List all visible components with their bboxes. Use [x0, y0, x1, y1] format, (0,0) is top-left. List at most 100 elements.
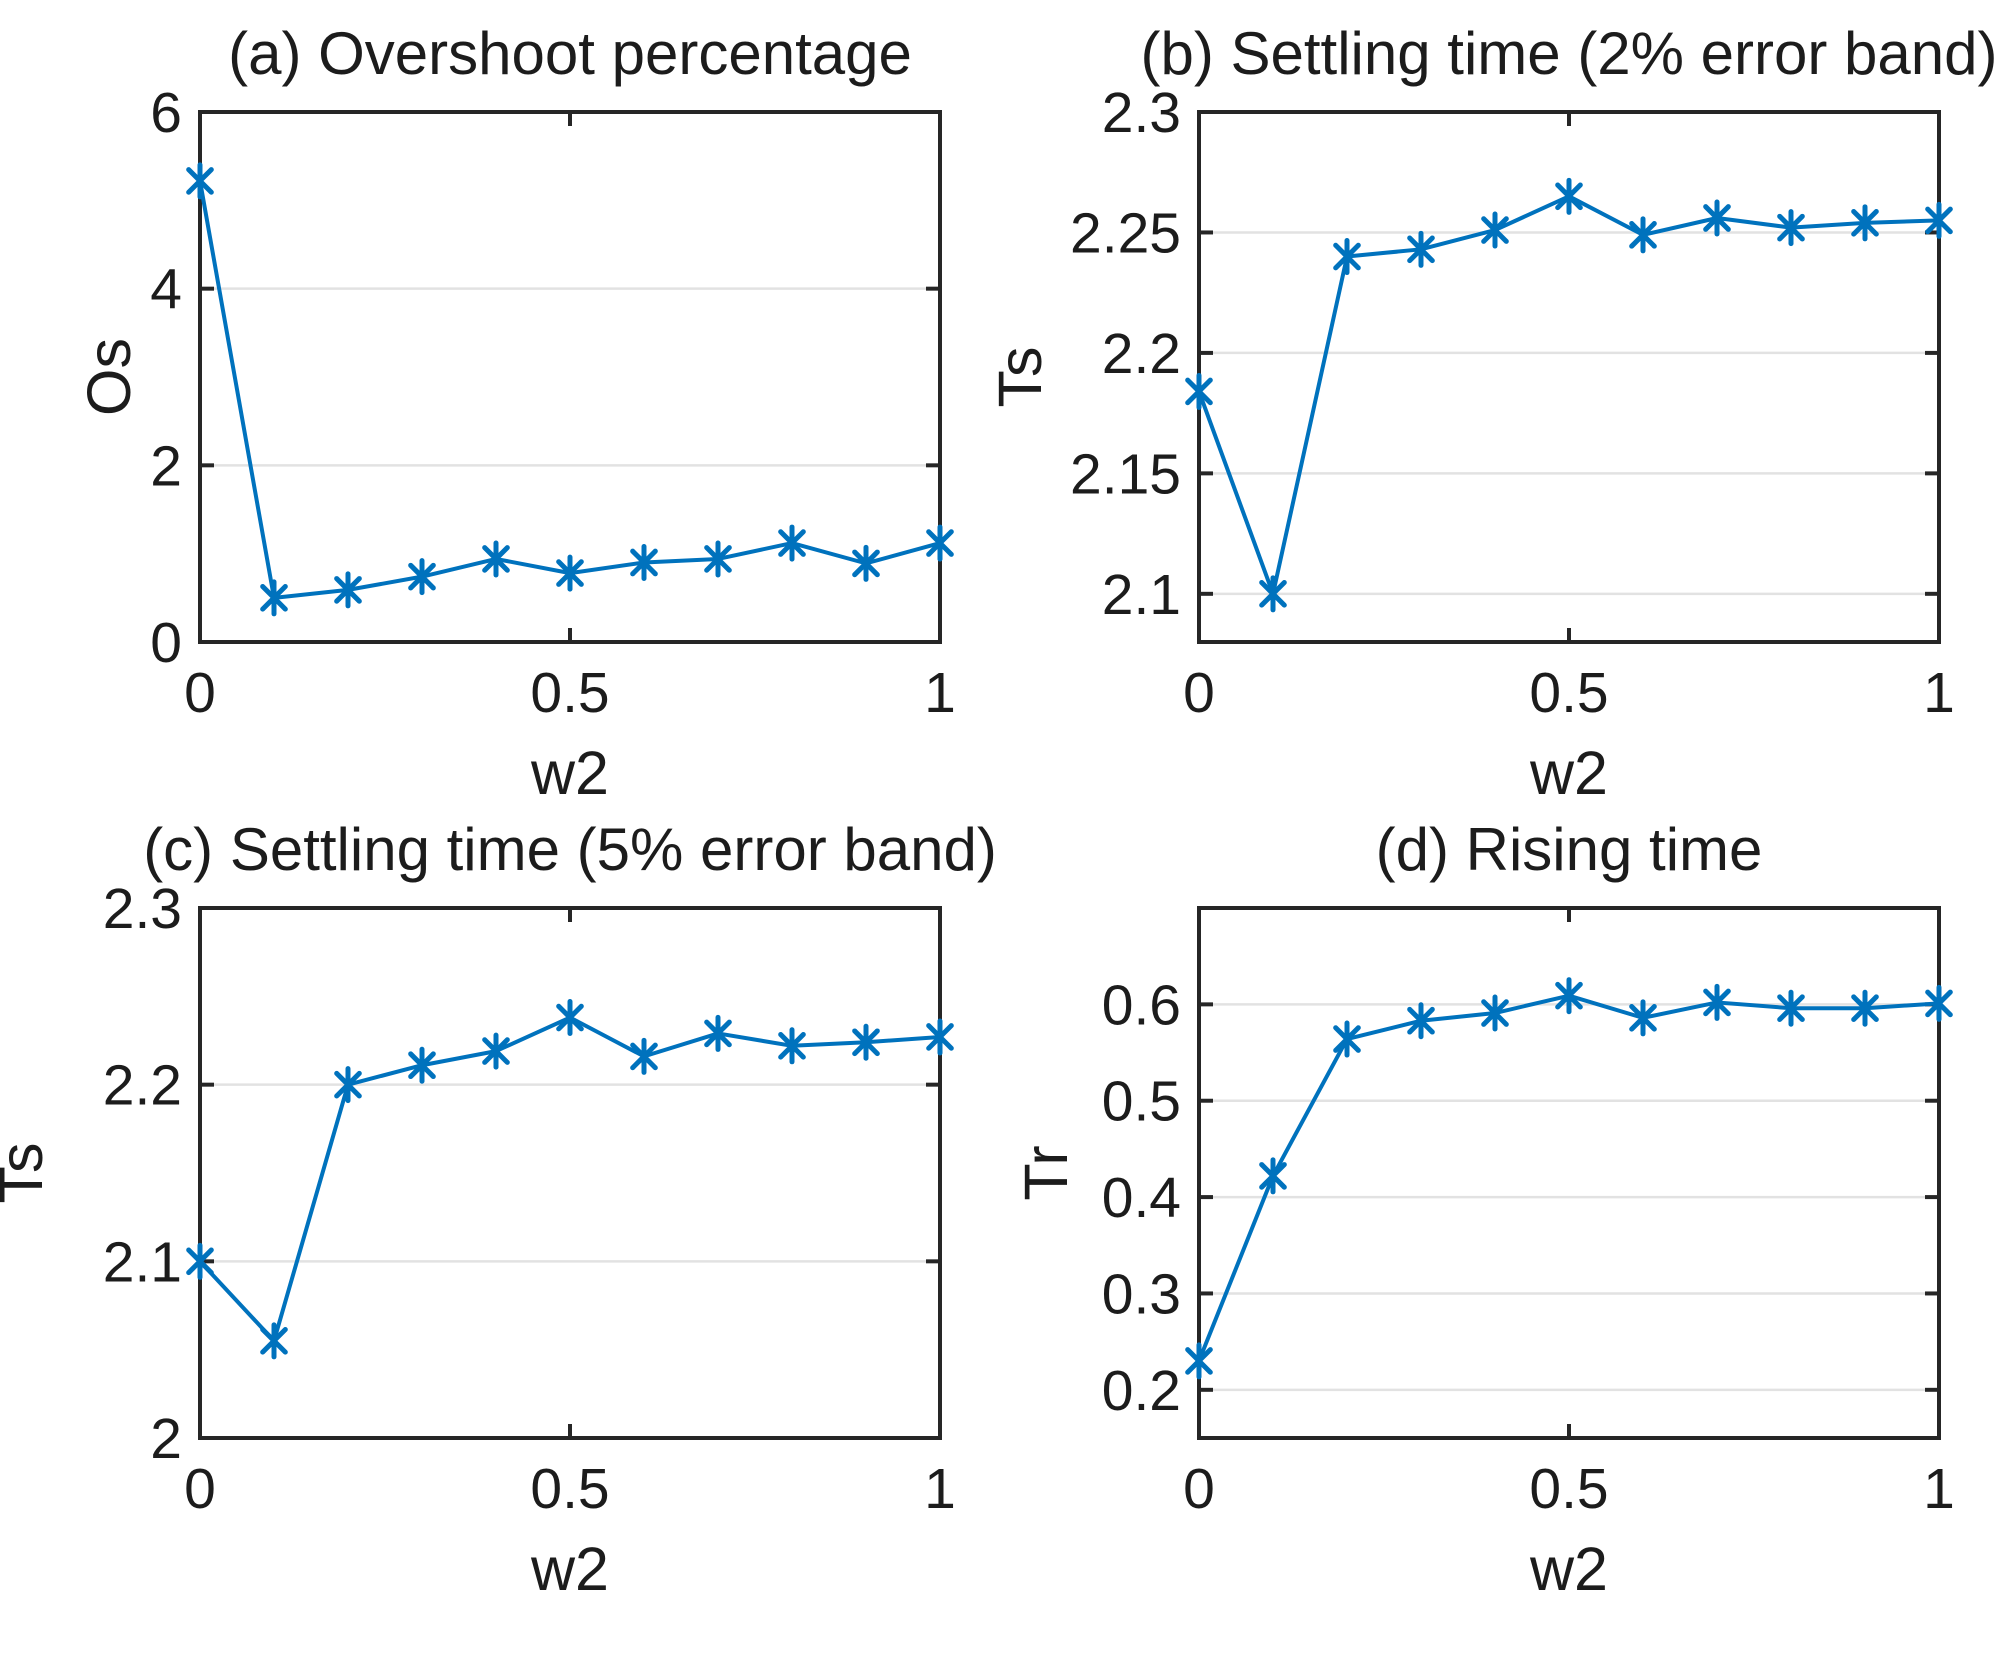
x-tick-label: 0.5 [530, 661, 609, 725]
marker-stroke [260, 1327, 288, 1355]
marker-stroke [1407, 1006, 1435, 1035]
marker-stroke [852, 549, 880, 578]
subplot-a-ylabel: Os [75, 338, 143, 416]
data-point-marker [1259, 1157, 1287, 1195]
data-point-marker [1629, 216, 1657, 254]
data-point-marker [408, 558, 436, 596]
subplot-d-xlabel: w2 [1529, 1535, 1608, 1603]
data-point-marker [334, 571, 362, 609]
y-tick-label: 2.1 [1102, 563, 1181, 627]
marker-stroke [556, 559, 584, 587]
subplot-c-canvas: (c) Settling time (5% error band) Ts 0 0.… [0, 816, 997, 1603]
subplot-a-canvas: (a) Overshoot percentage Os 0 0.5 1 0 2 4 6 w2 [75, 20, 956, 807]
marker-stroke [334, 1070, 362, 1099]
x-tick-label: 0 [1183, 661, 1215, 725]
data-point-marker [1185, 372, 1213, 410]
marker-stroke [630, 548, 658, 577]
data-point-marker [1407, 230, 1435, 268]
y-tick-label: 0.5 [1102, 1070, 1181, 1134]
marker-stroke [1185, 1347, 1213, 1375]
data-point-marker [1555, 177, 1583, 215]
marker-stroke [1481, 999, 1509, 1027]
y-tick-label: 2.2 [1102, 322, 1181, 386]
marker-stroke [1851, 209, 1879, 237]
subplot-b-plot-area: 0 0.5 1 2.1 2.15 2.2 2.25 2.3 [1070, 81, 1955, 725]
data-point-marker [408, 1046, 436, 1084]
data-point-marker [630, 1037, 658, 1075]
marker-stroke [334, 576, 362, 604]
marker-stroke [1925, 989, 1953, 1018]
data-point-marker [926, 524, 954, 562]
data-point-marker [630, 544, 658, 581]
marker-stroke [1185, 377, 1213, 406]
data-point-marker [1481, 211, 1509, 249]
subplot-c-plot-area: 0 0.5 1 2 2.1 2.2 2.3 [103, 877, 956, 1521]
subplot-d-title: (d) Rising time [1376, 816, 1763, 883]
data-point-marker [1333, 238, 1361, 276]
subplot-d-ylabel: Tr [1012, 1145, 1080, 1200]
marker-stroke [1703, 204, 1731, 232]
subplot-c-ylabel: Ts [0, 1143, 55, 1204]
marker-stroke [482, 545, 510, 573]
data-point-marker [1481, 994, 1509, 1032]
subplot-d: (d) Rising time Tr 0 0.5 1 0.2 0.3 0.4 0.5 0.6 … [999, 816, 1998, 1656]
marker-stroke [704, 545, 732, 573]
y-tick-label: 2 [150, 434, 182, 498]
marker-stroke [408, 562, 436, 591]
y-tick-label: 0.6 [1102, 973, 1181, 1037]
data-point-marker [1777, 209, 1805, 247]
data-point-marker [852, 544, 880, 582]
data-series-line [1197, 993, 1941, 1363]
y-tick-label: 2.3 [103, 877, 182, 941]
marker-stroke [1555, 981, 1583, 1010]
marker-stroke [1777, 994, 1805, 1023]
data-point-marker [1851, 989, 1879, 1027]
marker-stroke [1629, 221, 1657, 249]
marker-stroke [1703, 988, 1731, 1017]
subplot-b-canvas: (b) Settling time (2% error band) Ts 0 0.… [986, 20, 1998, 807]
data-point-marker [260, 1322, 288, 1360]
marker-stroke [852, 1028, 880, 1057]
marker-stroke [630, 1042, 658, 1071]
marker-stroke [1555, 182, 1583, 211]
y-tick-label: 4 [150, 258, 182, 322]
x-tick-label: 0 [1183, 1457, 1215, 1521]
marker-stroke [1259, 580, 1287, 608]
data-series-line [198, 178, 942, 600]
data-point-marker [1629, 999, 1657, 1037]
y-tick-label: 2.1 [103, 1230, 182, 1294]
subplot-a: (a) Overshoot percentage Os 0 0.5 1 0 2 4 6 w2 [0, 0, 999, 828]
marker-stroke [1333, 242, 1361, 271]
subplot-b: (b) Settling time (2% error band) Ts 0 0.… [986, 0, 1998, 828]
data-series-line [1197, 194, 1941, 596]
y-tick-label: 0.4 [1102, 1166, 1181, 1230]
data-point-marker [1185, 1342, 1213, 1380]
marker-stroke [1259, 1162, 1287, 1190]
x-tick-label: 0 [184, 661, 216, 725]
subplot-c: (c) Settling time (5% error band) Ts 0 0.… [0, 816, 999, 1656]
marker-stroke [482, 1037, 510, 1065]
subplot-b-ylabel: Ts [986, 347, 1054, 408]
data-point-marker [556, 999, 584, 1037]
marker-stroke [408, 1051, 436, 1080]
data-point-marker [186, 162, 214, 200]
data-point-marker [926, 1018, 954, 1056]
data-point-marker [1703, 199, 1731, 237]
marker-stroke [1333, 1025, 1361, 1053]
data-point-marker [704, 1014, 732, 1052]
y-tick-label: 2.15 [1070, 442, 1181, 506]
y-tick-label: 0.3 [1102, 1262, 1181, 1326]
data-point-marker [1259, 575, 1287, 613]
subplot-a-plot-area: 0 0.5 1 0 2 4 6 [150, 81, 956, 725]
x-tick-label: 1 [1923, 1457, 1955, 1521]
marker-stroke [186, 1247, 214, 1276]
data-point-marker [1925, 201, 1953, 239]
marker-stroke [1407, 235, 1435, 264]
marker-stroke [704, 1019, 732, 1048]
x-tick-label: 0.5 [530, 1457, 609, 1521]
subplot-d-canvas: (d) Rising time Tr 0 0.5 10.20.30.40.50.6 … [1012, 816, 1955, 1603]
marker-stroke [1481, 216, 1509, 244]
marker-stroke [1777, 213, 1805, 242]
data-point-marker [482, 1032, 510, 1070]
